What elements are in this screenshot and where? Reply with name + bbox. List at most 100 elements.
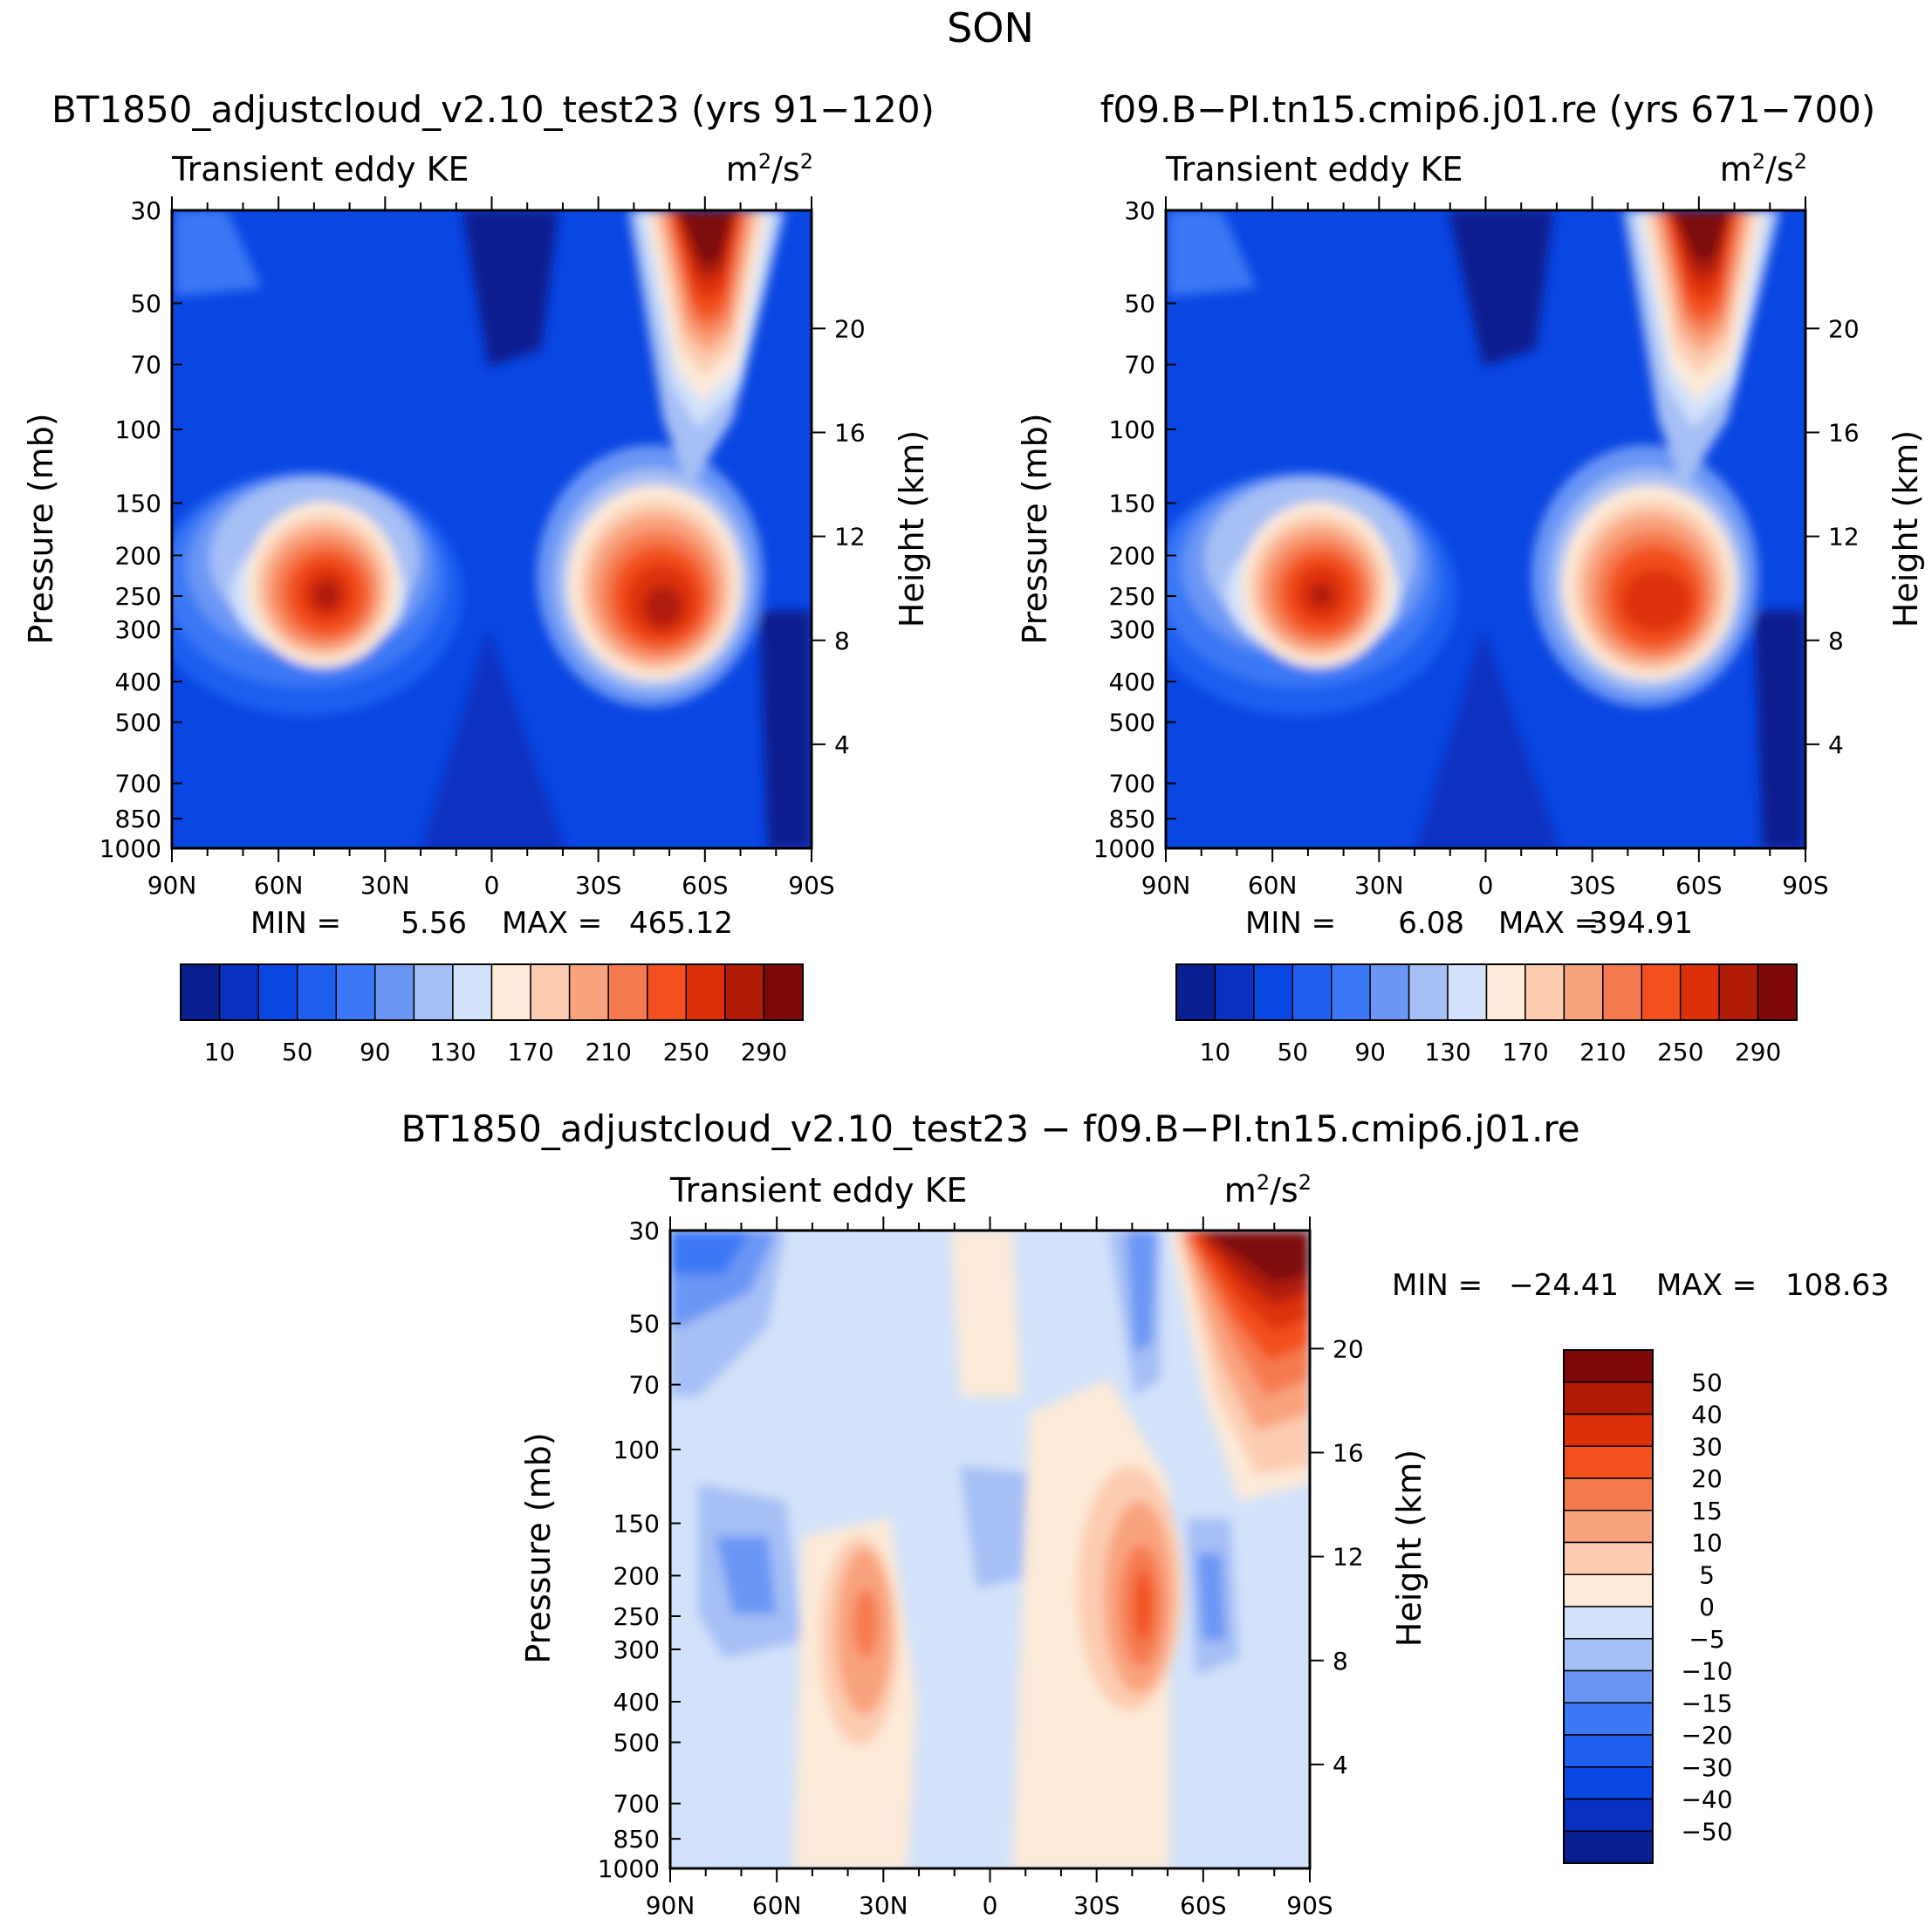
y-tick-label: 150 [115, 490, 161, 518]
colorbar-label: 15 [1691, 1497, 1723, 1525]
colorbar-label: 170 [1502, 1038, 1548, 1066]
field-contour [175, 210, 262, 297]
colorbar-swatch [1602, 963, 1642, 1021]
y-tick-label: 700 [115, 770, 161, 799]
panel-right-ylabel: Pressure (mb) [1016, 413, 1054, 644]
colorbar-label: 30 [1691, 1432, 1723, 1461]
colorbar-swatch [1524, 963, 1565, 1021]
y-tick-label: 400 [1109, 668, 1155, 696]
y-tick-label: 70 [1124, 351, 1155, 380]
height-tick-label: 16 [1828, 419, 1860, 448]
x-tick-label: 90S [1286, 1891, 1333, 1920]
y-tick-label: 1000 [99, 834, 161, 863]
height-tick-label: 4 [1828, 730, 1844, 759]
x-tick-label: 30S [1569, 871, 1615, 900]
colorbar-label: 210 [1579, 1038, 1626, 1066]
field-contour [1754, 611, 1805, 848]
colorbar-label: 20 [1691, 1464, 1723, 1493]
y-tick-label: 30 [1124, 196, 1155, 225]
field-contour [462, 210, 558, 367]
colorbar-label: −5 [1689, 1625, 1724, 1654]
panel-diff-max-label: MAX = [1656, 1268, 1757, 1303]
x-tick-label: 60S [1180, 1891, 1226, 1920]
panel-left-ylabel2: Height (km) [893, 430, 931, 627]
colorbar-swatch [1563, 1381, 1654, 1415]
field-contour [1449, 210, 1553, 367]
y-tick-label: 200 [613, 1561, 660, 1590]
y-tick-label: 50 [628, 1309, 660, 1338]
y-tick-label: 200 [115, 541, 161, 570]
colorbar-label: 5 [1699, 1560, 1715, 1589]
field-contour [421, 628, 565, 848]
x-tick-label: 30N [360, 871, 410, 900]
colorbar-swatch [1641, 963, 1682, 1021]
colorbar-label: 10 [1200, 1038, 1231, 1066]
colorbar-swatch [1214, 963, 1255, 1021]
colorbar-swatch [1563, 1734, 1654, 1768]
colorbar-swatch [647, 963, 688, 1021]
colorbar-label: 50 [1277, 1038, 1308, 1066]
height-tick-label: 20 [1828, 314, 1860, 343]
colorbar-label: 40 [1691, 1401, 1723, 1429]
x-tick-label: 30N [859, 1891, 908, 1920]
colorbar-label: 50 [1691, 1368, 1723, 1397]
colorbar-swatch [724, 963, 765, 1021]
colorbar-border [180, 963, 804, 1021]
colorbar-swatch [374, 963, 415, 1021]
x-tick-label: 90S [788, 871, 834, 900]
panel-left: BT1850_adjustcloud_v2.10_test23 (yrs 91−… [22, 88, 935, 1066]
colorbar-swatch [180, 963, 221, 1021]
colorbar-swatch [685, 963, 726, 1021]
colorbar-label: 10 [204, 1038, 236, 1066]
colorbar-swatch [257, 963, 298, 1021]
colorbar-swatch [1447, 963, 1488, 1021]
panel-diff-ylabel: Pressure (mb) [519, 1432, 558, 1663]
colorbar-swatch [1408, 963, 1449, 1021]
y-tick-label: 300 [1109, 615, 1155, 644]
colorbar-label: 50 [282, 1038, 313, 1066]
x-tick-label: 60N [752, 1891, 802, 1920]
field-contour [670, 1230, 750, 1274]
height-tick-label: 12 [834, 523, 866, 552]
colorbar-swatch [1563, 1510, 1654, 1544]
panel-diff: BT1850_adjustcloud_v2.10_test23 − f09.B−… [401, 1107, 1889, 1920]
y-tick-label: 250 [115, 582, 161, 611]
panel-right-ylabel2: Height (km) [1887, 430, 1925, 627]
x-tick-label: 30N [1354, 871, 1404, 900]
colorbar-swatch [568, 963, 609, 1021]
colorbar-swatch [296, 963, 337, 1021]
field-contour [1126, 1230, 1156, 1353]
colorbar-swatch [413, 963, 454, 1021]
colorbar-swatch [1563, 1413, 1654, 1447]
x-tick-label: 90N [646, 1891, 695, 1920]
field-contour [951, 1230, 1021, 1396]
y-tick-label: 30 [628, 1217, 660, 1245]
x-tick-label: 90N [1141, 871, 1191, 900]
y-tick-label: 300 [115, 615, 161, 644]
colorbar-swatch [1253, 963, 1294, 1021]
height-tick-label: 20 [834, 314, 866, 343]
colorbar-border [1175, 963, 1798, 1021]
colorbar-swatch [218, 963, 259, 1021]
field-contour [1197, 1553, 1226, 1641]
colorbar-swatch [1718, 963, 1759, 1021]
x-tick-label: 90N [147, 871, 197, 900]
panel-right-max-value: 394.91 [1589, 906, 1693, 941]
panel-left-colorbar: 10 50 90 130 170 210 250 290 [180, 963, 804, 1066]
y-tick-label: 50 [130, 289, 161, 318]
colorbar-label: −15 [1681, 1689, 1732, 1717]
colorbar-label: 90 [1354, 1038, 1386, 1066]
colorbar-swatch [1563, 1541, 1654, 1575]
panel-diff-field [670, 1230, 1310, 1868]
colorbar-swatch [763, 963, 804, 1021]
colorbar-label: −50 [1681, 1817, 1732, 1846]
colorbar-border [1563, 1349, 1654, 1864]
y-tick-label: 100 [613, 1436, 660, 1464]
panel-right-units: m2/s2 [1720, 149, 1807, 188]
y-tick-label: 50 [1124, 289, 1155, 318]
panel-diff-ylabel2: Height (km) [1390, 1450, 1428, 1647]
colorbar-swatch [1679, 963, 1720, 1021]
panel-right-variable: Transient eddy KE [1165, 150, 1463, 188]
y-tick-label: 500 [613, 1729, 660, 1758]
